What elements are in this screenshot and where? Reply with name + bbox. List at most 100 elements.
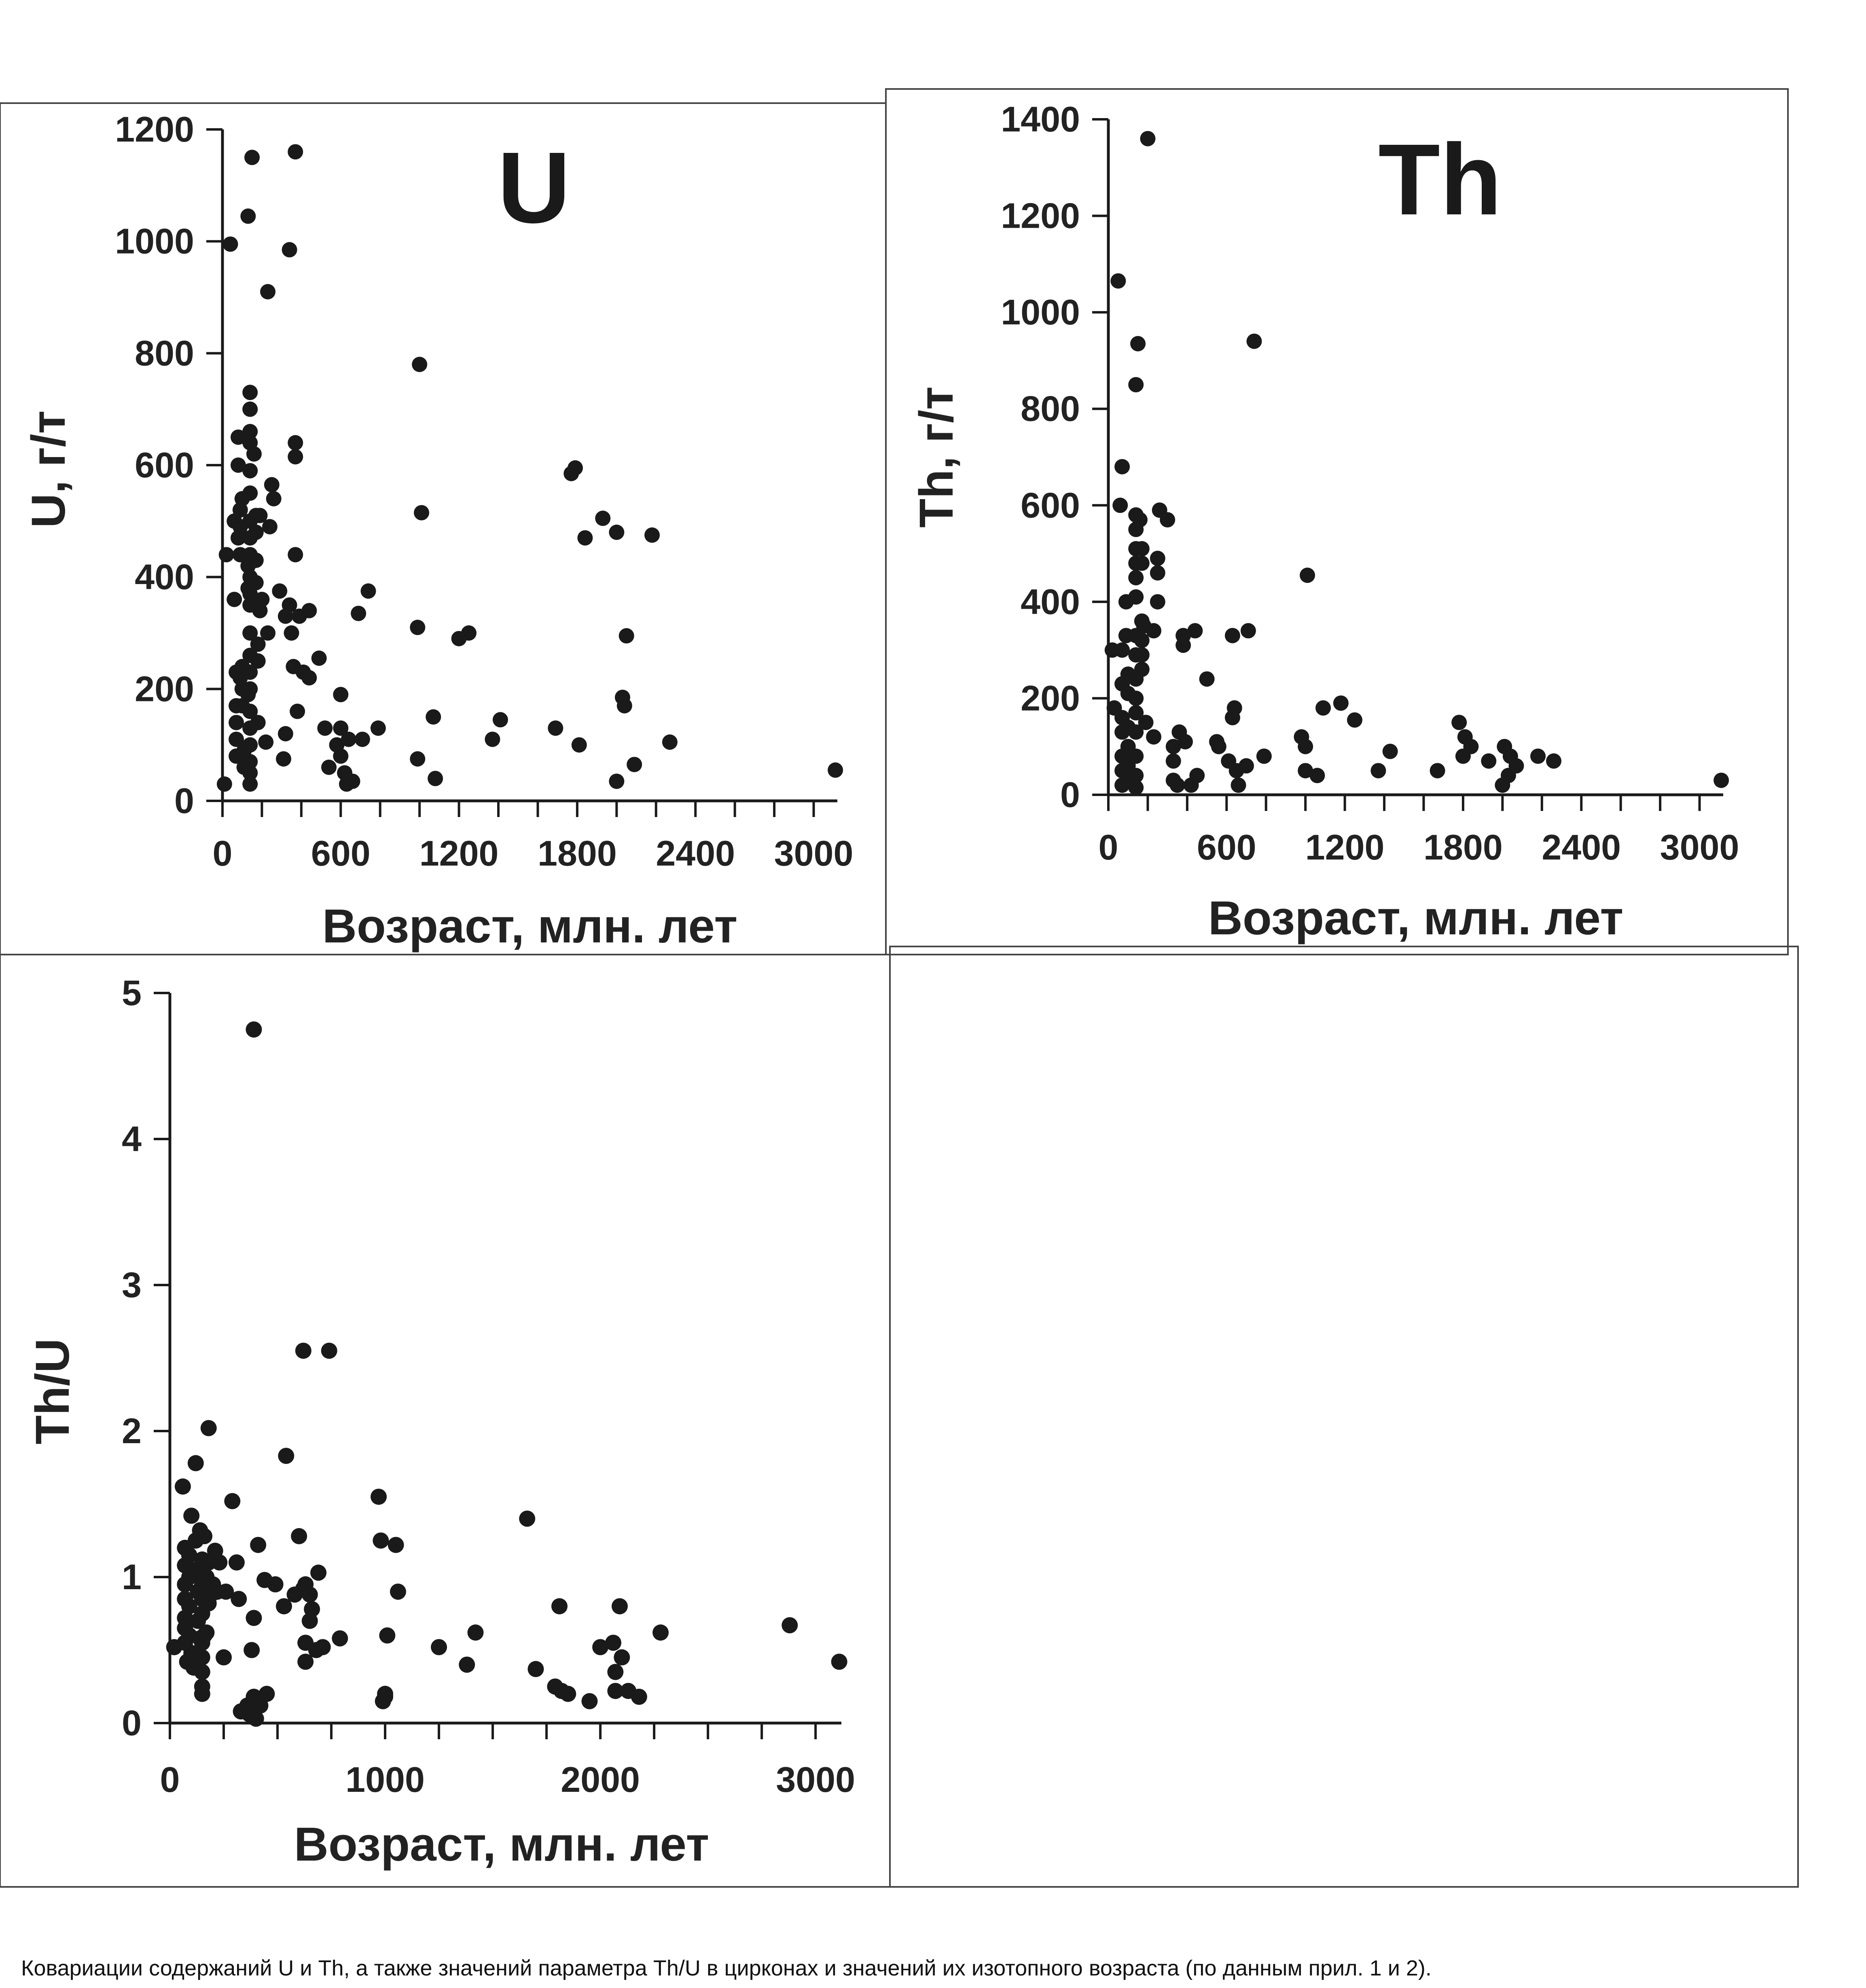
y-tick-label-th: 1400: [1001, 99, 1080, 139]
data-point-u-47: [242, 765, 258, 781]
data-point-th-33: [1128, 748, 1144, 764]
data-point-u-56: [250, 653, 266, 669]
data-point-th-86: [1370, 763, 1386, 779]
data-point-u-78: [288, 547, 303, 563]
data-point-th-53: [1160, 512, 1176, 528]
y-tick-label-th: 200: [1021, 678, 1080, 718]
y-axis-th: 0 200 400 600 800 1000 1200 1400: [1001, 99, 1110, 815]
data-point-u-71: [282, 242, 297, 258]
data-point-th-43: [1134, 661, 1150, 677]
data-point-u-49: [244, 150, 260, 165]
data-point-u-28: [242, 401, 258, 417]
data-point-thu-31: [194, 1664, 210, 1680]
data-point-u-46: [242, 754, 258, 770]
data-point-th-100: [1546, 753, 1562, 769]
data-point-thu-62: [258, 1685, 275, 1702]
data-point-u-123: [828, 762, 843, 778]
data-point-th-30: [1128, 690, 1144, 706]
y-tick-label-thu: 3: [122, 1265, 142, 1305]
data-point-u-1: [218, 547, 234, 563]
data-point-thu-89: [431, 1639, 447, 1656]
data-point-th-42: [1134, 647, 1150, 663]
data-point-u-82: [301, 603, 317, 618]
data-point-thu-98: [581, 1693, 598, 1709]
data-point-thu-68: [295, 1342, 311, 1359]
y-tick-label-u: 0: [174, 781, 194, 821]
x-tick-label-th: 1800: [1423, 827, 1503, 867]
data-point-u-57: [250, 715, 266, 730]
data-point-u-106: [461, 625, 477, 641]
panel-grid: [0, 88, 1799, 1888]
data-point-u-116: [609, 773, 625, 789]
data-point-th-88: [1430, 763, 1445, 779]
x-tick-label-th: 2400: [1542, 827, 1621, 867]
y-tick-label-u: 600: [135, 445, 194, 485]
data-point-u-76: [288, 435, 303, 451]
data-point-thu-79: [321, 1342, 337, 1359]
y-tick-label-th: 0: [1060, 775, 1080, 815]
data-point-u-89: [333, 720, 349, 736]
y-tick-label-thu: 4: [122, 1119, 142, 1159]
data-point-thu-37: [198, 1624, 215, 1641]
data-point-thu-33: [194, 1685, 210, 1702]
x-tick-label-u: 600: [311, 833, 371, 873]
data-point-thu-92: [519, 1510, 536, 1527]
x-axis-u: 0 600 1200 1800 2400 3000: [213, 799, 854, 873]
data-point-u-43: [242, 703, 258, 719]
data-point-u-32: [242, 485, 258, 501]
data-point-thu-93: [527, 1661, 544, 1677]
data-point-thu-109: [831, 1653, 847, 1670]
data-point-th-89: [1451, 715, 1467, 730]
data-point-thu-85: [377, 1689, 394, 1705]
data-point-u-98: [370, 720, 386, 736]
data-point-thu-63: [267, 1576, 284, 1593]
data-point-th-55: [1165, 753, 1181, 769]
y-tick-label-u: 200: [135, 669, 194, 709]
data-point-th-39: [1134, 555, 1150, 571]
data-point-th-82: [1309, 768, 1325, 783]
data-point-u-100: [410, 751, 426, 767]
y-tick-label-u: 1000: [115, 221, 194, 261]
data-point-u-93: [341, 731, 356, 747]
data-point-u-52: [248, 525, 264, 540]
data-point-th-98: [1508, 758, 1524, 774]
y-tick-label-u: 400: [135, 557, 194, 597]
y-tick-label-u: 800: [135, 333, 194, 373]
data-point-th-99: [1530, 748, 1546, 764]
data-point-th-54: [1165, 739, 1181, 754]
chart-u: 0 600 1200 1800 2400 3000 0 200 400 600 800 1000 12…: [22, 109, 853, 953]
data-point-u-62: [260, 284, 276, 300]
data-point-u-63: [260, 625, 276, 641]
data-point-thu-12: [181, 1598, 197, 1615]
data-point-thu-99: [592, 1639, 609, 1656]
data-point-thu-100: [605, 1634, 622, 1651]
data-point-th-73: [1231, 777, 1246, 793]
data-point-thu-86: [379, 1627, 396, 1644]
x-tick-label-u: 3000: [774, 833, 854, 873]
data-point-th-36: [1130, 336, 1146, 351]
data-point-u-103: [426, 709, 441, 725]
data-point-thu-64: [275, 1598, 292, 1615]
data-point-th-51: [1150, 594, 1165, 610]
data-point-th-77: [1256, 748, 1272, 764]
data-point-thu-87: [388, 1537, 404, 1553]
data-point-th-49: [1150, 550, 1165, 566]
data-point-thu-59: [250, 1537, 267, 1553]
panel-frame-th: [885, 88, 1789, 955]
y-tick-label-th: 400: [1021, 582, 1080, 622]
data-point-u-120: [627, 757, 642, 773]
data-point-u-41: [242, 664, 258, 680]
data-point-th-63: [1187, 623, 1203, 639]
data-point-u-97: [360, 583, 376, 599]
y-tick-label-th: 600: [1021, 485, 1080, 525]
x-tick-label-thu: 3000: [776, 1759, 855, 1800]
data-point-thu-14: [183, 1507, 200, 1524]
y-tick-label-th: 1000: [1001, 292, 1080, 332]
data-point-th-81: [1300, 567, 1315, 583]
data-point-u-114: [595, 510, 611, 526]
x-tick-label-th: 1200: [1305, 827, 1385, 867]
data-point-th-37: [1132, 512, 1148, 528]
data-point-u-11: [230, 429, 246, 445]
data-point-thu-67: [291, 1528, 307, 1544]
